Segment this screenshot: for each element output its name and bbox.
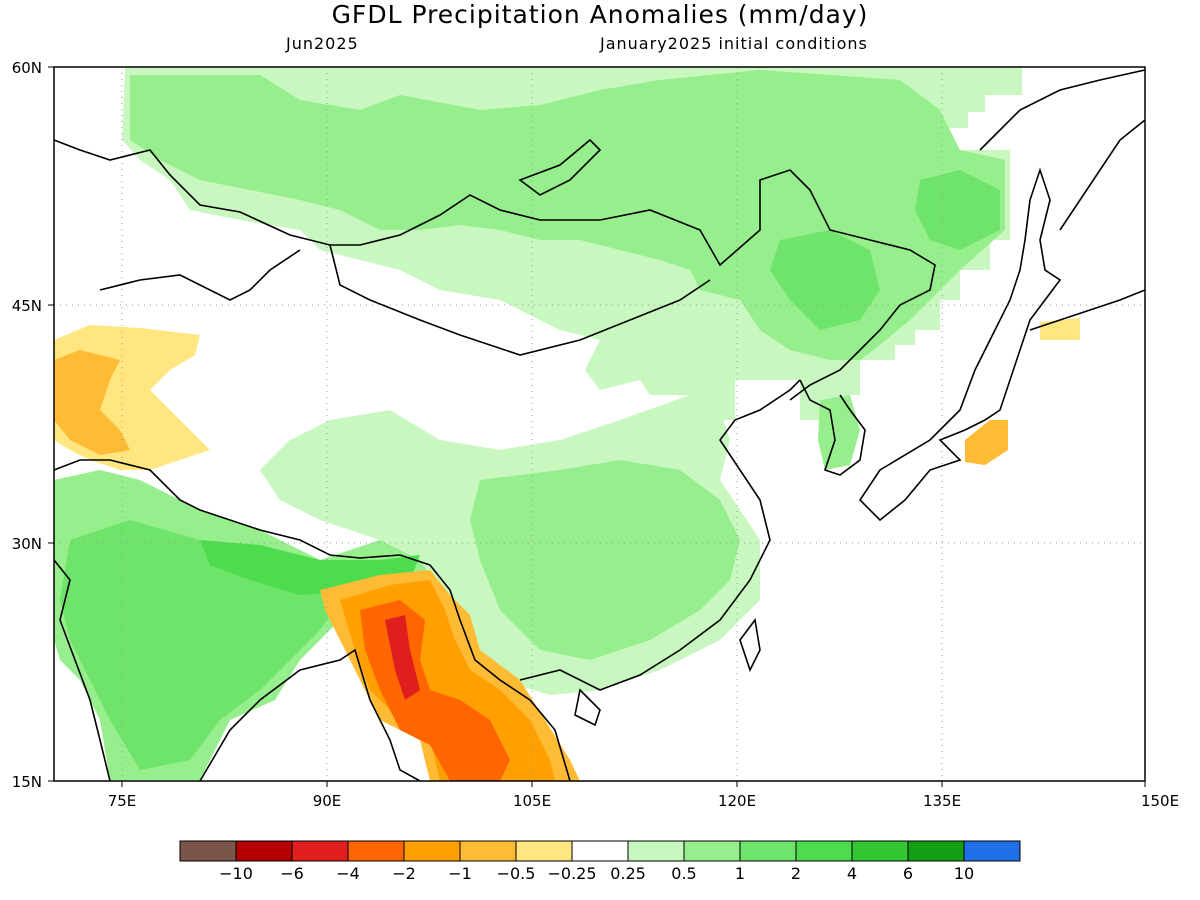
anomaly-region-central-asia-core [54,350,130,455]
colorbar-label: −0.25 [547,864,597,883]
initial-conditions: January2025 initial conditions [600,34,868,53]
colorbar-label: 10 [953,864,975,883]
colorbar-swatch [907,840,965,862]
colorbar-swatch [571,840,629,862]
lat-tick-label: 60N [12,59,42,77]
colorbar-label: 2 [790,864,802,883]
colorbar-swatch [683,840,741,862]
colorbar-label: −2 [392,864,416,883]
anomaly-region-japan [965,420,1008,465]
colorbar-swatch [235,840,293,862]
colorbar-label: 4 [846,864,858,883]
anomaly-region-myanmar-peak [385,615,420,700]
lon-tick-label: 75E [108,792,137,810]
lat-tick-labels: 60N 45N 30N 15N [12,59,42,791]
colorbar-swatch [963,840,1021,862]
colorbar-label: 6 [902,864,914,883]
colorbar-label: 0.5 [671,864,697,883]
lon-tick-label: 105E [513,792,551,810]
anomaly-region-korea [818,395,860,470]
colorbar-label: 0.25 [610,864,646,883]
plot-frame [53,66,1146,782]
colorbar-label: 1 [734,864,746,883]
anomaly-field [54,67,1080,781]
colorbar-swatch [347,840,405,862]
colorbar-label: −6 [280,864,304,883]
colorbar-label: −0.5 [496,864,536,883]
colorbar [179,840,1021,862]
lon-tick-label: 90E [313,792,342,810]
colorbar-swatch [403,840,461,862]
colorbar-swatch [739,840,797,862]
lon-tick-label: 135E [923,792,961,810]
lat-tick-label: 30N [12,535,42,553]
lon-tick-label: 120E [718,792,756,810]
lon-tick-labels: 75E 90E 105E 120E 135E 150E [108,792,1179,810]
colorbar-swatch [627,840,685,862]
map-title: GFDL Precipitation Anomalies (mm/day) [331,0,869,29]
colorbar-label: −1 [448,864,472,883]
anomaly-region-northeast-core [915,170,1000,250]
colorbar-swatch [795,840,853,862]
lat-tick-label: 15N [12,773,42,791]
gridlines [54,67,1145,781]
colorbar-swatch [291,840,349,862]
coastlines-and-borders [54,69,1145,781]
lat-tick-label: 45N [12,297,42,315]
colorbar-swatch [515,840,573,862]
colorbar-label: −10 [219,864,253,883]
colorbar-swatch [179,840,237,862]
anomaly-region-south-china-core [470,460,740,660]
colorbar-swatch [851,840,909,862]
colorbar-swatch [459,840,517,862]
anomaly-region-hokkaido [1040,318,1080,340]
colorbar-label: −4 [336,864,360,883]
forecast-month: Jun2025 [286,34,359,53]
lon-tick-label: 150E [1141,792,1179,810]
tick-marks [48,66,1146,787]
